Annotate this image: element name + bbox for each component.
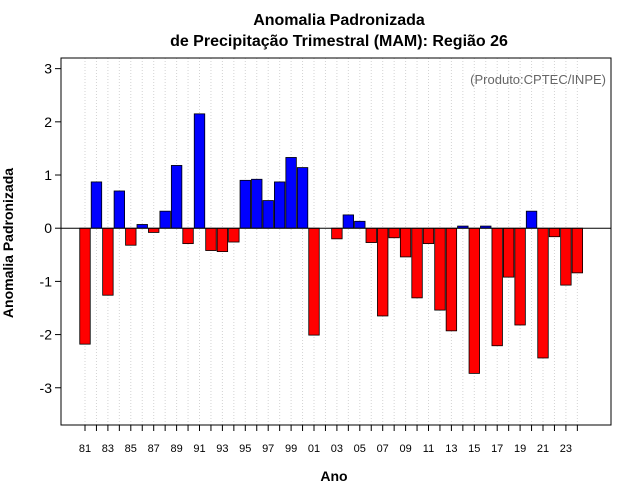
bar-83 bbox=[102, 227, 114, 296]
x-tick-label: 89 bbox=[170, 443, 182, 455]
credit-annotation: (Produto:CPTEC/INPE) bbox=[470, 72, 606, 87]
bar-90 bbox=[182, 227, 194, 245]
y-tick-label: 1 bbox=[44, 167, 52, 183]
bar-23 bbox=[560, 227, 572, 286]
x-tick-label: 11 bbox=[423, 443, 434, 455]
bar-06 bbox=[365, 227, 377, 243]
x-axis-title: Ano bbox=[320, 468, 347, 484]
x-tick-label: 91 bbox=[193, 443, 205, 455]
bar-13 bbox=[445, 227, 458, 332]
bar-19 bbox=[514, 227, 526, 326]
x-tick-label: 81 bbox=[79, 443, 91, 455]
x-tick-label: 85 bbox=[125, 443, 137, 455]
bar-81 bbox=[79, 227, 91, 345]
bar-15 bbox=[468, 227, 480, 374]
x-tick-label: 93 bbox=[216, 443, 228, 455]
bar-93 bbox=[216, 227, 229, 252]
bar-17 bbox=[491, 227, 503, 347]
x-tick-label: 99 bbox=[285, 443, 297, 455]
bar-99 bbox=[285, 157, 297, 229]
y-tick-label: -1 bbox=[40, 273, 53, 289]
bar-21 bbox=[537, 227, 549, 359]
x-tick-label: 13 bbox=[445, 443, 457, 455]
plot-frame bbox=[60, 57, 612, 426]
bar-92 bbox=[205, 227, 217, 251]
bar-10 bbox=[411, 227, 423, 299]
bar-03 bbox=[331, 227, 343, 240]
y-tick-label: -2 bbox=[40, 327, 53, 343]
bar-07 bbox=[377, 227, 389, 317]
x-tick-label: 15 bbox=[468, 443, 480, 455]
chart-title: Anomalia Padronizada bbox=[253, 12, 425, 29]
chart-subtitle: de Precipitação Trimestral (MAM): Região… bbox=[170, 33, 508, 50]
bar-01 bbox=[308, 227, 320, 336]
y-tick-label: 0 bbox=[44, 220, 52, 236]
x-tick-label: 21 bbox=[537, 443, 549, 455]
bar-18 bbox=[502, 227, 515, 278]
y-tick-label: 3 bbox=[44, 61, 52, 77]
x-tick-label: 17 bbox=[491, 443, 503, 455]
bar-22 bbox=[548, 227, 561, 238]
bar-12 bbox=[434, 227, 446, 311]
x-tick-label: 87 bbox=[148, 443, 160, 455]
x-tick-label: 09 bbox=[399, 443, 411, 455]
bars bbox=[79, 113, 583, 374]
x-tick-label: 83 bbox=[102, 443, 114, 455]
x-tick-label: 95 bbox=[239, 443, 251, 455]
bar-97 bbox=[262, 200, 274, 229]
x-tick-label: 03 bbox=[331, 443, 343, 455]
bar-89 bbox=[170, 165, 183, 229]
x-tick-label: 19 bbox=[514, 443, 526, 455]
bar-86 bbox=[136, 224, 148, 229]
bar-88 bbox=[159, 210, 171, 229]
x-tick-label: 05 bbox=[354, 443, 366, 455]
x-tick-label: 07 bbox=[377, 443, 389, 455]
bar-98 bbox=[273, 181, 286, 229]
bar-82 bbox=[90, 181, 103, 229]
bar-91 bbox=[193, 113, 206, 229]
x-tick-label: 23 bbox=[560, 443, 572, 455]
bar-11 bbox=[422, 227, 435, 245]
x-axis: 81 83 85 87 89 91 93 95 97 99 01 03 05 07 09 11 13 15 17 19… bbox=[79, 425, 578, 455]
bar-08 bbox=[388, 227, 400, 239]
bar-85 bbox=[125, 227, 137, 246]
bar-96 bbox=[251, 178, 263, 229]
bar-00 bbox=[296, 167, 309, 229]
bar-05 bbox=[354, 220, 366, 229]
bar-84 bbox=[113, 190, 125, 229]
bar-87 bbox=[148, 227, 160, 233]
y-tick-label: 2 bbox=[44, 114, 52, 130]
bar-24 bbox=[571, 227, 583, 274]
x-tick-label: 01 bbox=[308, 443, 320, 455]
y-tick-label: -3 bbox=[40, 380, 53, 396]
y-axis-title: Anomalia Padronizada bbox=[0, 168, 16, 318]
bar-20 bbox=[525, 210, 538, 229]
bar-09 bbox=[399, 227, 412, 258]
x-tick-label: 97 bbox=[262, 443, 274, 455]
bar-94 bbox=[228, 227, 240, 243]
y-axis: -3 -2 -1 0 1 2 3 bbox=[40, 61, 61, 396]
bar-95 bbox=[239, 179, 251, 229]
bar-04 bbox=[342, 214, 355, 229]
